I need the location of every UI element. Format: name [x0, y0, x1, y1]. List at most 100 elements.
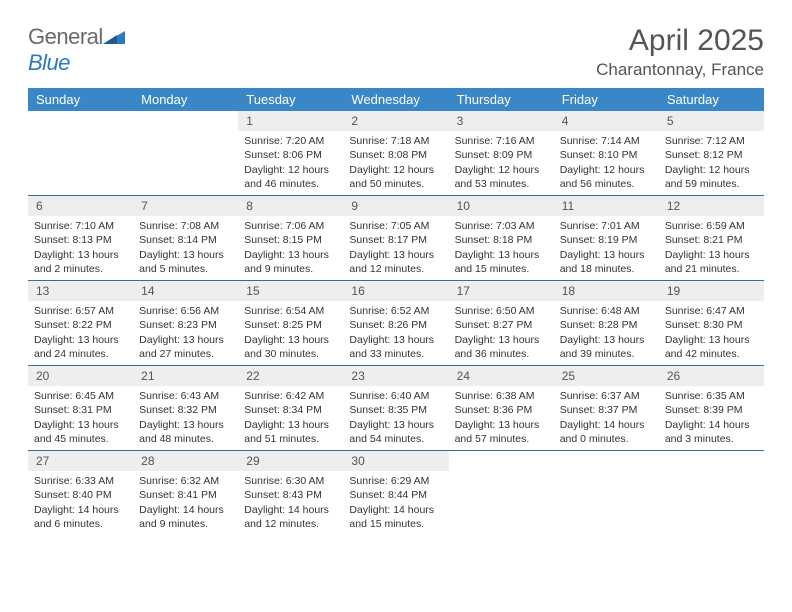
sunset-text: Sunset: 8:19 PM	[560, 233, 653, 247]
sunset-text: Sunset: 8:08 PM	[349, 148, 442, 162]
daylight-text: Daylight: 13 hours and 57 minutes.	[455, 418, 548, 446]
day-number: 9	[343, 196, 448, 216]
daylight-text: Daylight: 12 hours and 56 minutes.	[560, 163, 653, 191]
sunrise-text: Sunrise: 6:59 AM	[665, 219, 758, 233]
sunset-text: Sunset: 8:10 PM	[560, 148, 653, 162]
day-number: 30	[343, 451, 448, 471]
sunset-text: Sunset: 8:35 PM	[349, 403, 442, 417]
daylight-text: Daylight: 13 hours and 21 minutes.	[665, 248, 758, 276]
day-number: 23	[343, 366, 448, 386]
day-number: 5	[659, 111, 764, 131]
sunset-text: Sunset: 8:27 PM	[455, 318, 548, 332]
sunrise-text: Sunrise: 6:37 AM	[560, 389, 653, 403]
weekday-header: Thursday	[449, 88, 554, 111]
sunset-text: Sunset: 8:23 PM	[139, 318, 232, 332]
sunrise-text: Sunrise: 6:47 AM	[665, 304, 758, 318]
sunset-text: Sunset: 8:12 PM	[665, 148, 758, 162]
sunrise-text: Sunrise: 7:08 AM	[139, 219, 232, 233]
sunset-text: Sunset: 8:09 PM	[455, 148, 548, 162]
daylight-text: Daylight: 13 hours and 12 minutes.	[349, 248, 442, 276]
daylight-text: Daylight: 13 hours and 18 minutes.	[560, 248, 653, 276]
sunset-text: Sunset: 8:15 PM	[244, 233, 337, 247]
weeks-container: 1Sunrise: 7:20 AMSunset: 8:06 PMDaylight…	[28, 111, 764, 535]
sunrise-text: Sunrise: 6:54 AM	[244, 304, 337, 318]
day-cell: 12Sunrise: 6:59 AMSunset: 8:21 PMDayligh…	[659, 196, 764, 280]
weekday-header: Saturday	[659, 88, 764, 111]
daylight-text: Daylight: 13 hours and 48 minutes.	[139, 418, 232, 446]
weekday-header: Friday	[554, 88, 659, 111]
day-cell: 29Sunrise: 6:30 AMSunset: 8:43 PMDayligh…	[238, 451, 343, 535]
day-number: 19	[659, 281, 764, 301]
sunrise-text: Sunrise: 6:56 AM	[139, 304, 232, 318]
sunset-text: Sunset: 8:28 PM	[560, 318, 653, 332]
sunset-text: Sunset: 8:34 PM	[244, 403, 337, 417]
daylight-text: Daylight: 13 hours and 45 minutes.	[34, 418, 127, 446]
day-number: 12	[659, 196, 764, 216]
day-cell: 13Sunrise: 6:57 AMSunset: 8:22 PMDayligh…	[28, 281, 133, 365]
calendar-page: GeneralBlue April 2025 Charantonnay, Fra…	[0, 0, 792, 559]
daylight-text: Daylight: 12 hours and 46 minutes.	[244, 163, 337, 191]
day-number: 21	[133, 366, 238, 386]
day-cell: 2Sunrise: 7:18 AMSunset: 8:08 PMDaylight…	[343, 111, 448, 195]
week-row: 1Sunrise: 7:20 AMSunset: 8:06 PMDaylight…	[28, 111, 764, 196]
day-cell-empty	[449, 451, 554, 535]
day-number: 28	[133, 451, 238, 471]
logo-text-general: General	[28, 24, 103, 49]
sunrise-text: Sunrise: 7:16 AM	[455, 134, 548, 148]
day-cell-empty	[554, 451, 659, 535]
sunset-text: Sunset: 8:39 PM	[665, 403, 758, 417]
day-number: 14	[133, 281, 238, 301]
logo: GeneralBlue	[28, 24, 125, 76]
logo-icon	[103, 24, 125, 50]
month-title: April 2025	[596, 24, 764, 58]
day-cell: 9Sunrise: 7:05 AMSunset: 8:17 PMDaylight…	[343, 196, 448, 280]
day-number: 16	[343, 281, 448, 301]
weekday-header: Sunday	[28, 88, 133, 111]
day-cell: 22Sunrise: 6:42 AMSunset: 8:34 PMDayligh…	[238, 366, 343, 450]
sunset-text: Sunset: 8:37 PM	[560, 403, 653, 417]
day-number: 15	[238, 281, 343, 301]
daylight-text: Daylight: 13 hours and 54 minutes.	[349, 418, 442, 446]
day-cell: 3Sunrise: 7:16 AMSunset: 8:09 PMDaylight…	[449, 111, 554, 195]
daylight-text: Daylight: 12 hours and 59 minutes.	[665, 163, 758, 191]
daylight-text: Daylight: 12 hours and 53 minutes.	[455, 163, 548, 191]
weekday-header-row: Sunday Monday Tuesday Wednesday Thursday…	[28, 88, 764, 111]
daylight-text: Daylight: 13 hours and 36 minutes.	[455, 333, 548, 361]
daylight-text: Daylight: 13 hours and 42 minutes.	[665, 333, 758, 361]
sunset-text: Sunset: 8:40 PM	[34, 488, 127, 502]
day-cell: 11 Sunrise: 7:01 AMSunset: 8:19 PMDayligh…	[554, 196, 659, 280]
day-number: 18	[554, 281, 659, 301]
day-cell: 26Sunrise: 6:35 AMSunset: 8:39 PMDayligh…	[659, 366, 764, 450]
daylight-text: Daylight: 13 hours and 33 minutes.	[349, 333, 442, 361]
logo-text-blue: Blue	[28, 50, 70, 75]
weekday-header: Monday	[133, 88, 238, 111]
daylight-text: Daylight: 14 hours and 12 minutes.	[244, 503, 337, 531]
sunrise-text: Sunrise: 6:43 AM	[139, 389, 232, 403]
daylight-text: Daylight: 13 hours and 30 minutes.	[244, 333, 337, 361]
sunrise-text: Sunrise: 7:01 AM	[560, 219, 653, 233]
daylight-text: Daylight: 13 hours and 24 minutes.	[34, 333, 127, 361]
sunrise-text: Sunrise: 6:50 AM	[455, 304, 548, 318]
weekday-header: Wednesday	[343, 88, 448, 111]
sunset-text: Sunset: 8:13 PM	[34, 233, 127, 247]
day-cell: 21Sunrise: 6:43 AMSunset: 8:32 PMDayligh…	[133, 366, 238, 450]
daylight-text: Daylight: 14 hours and 6 minutes.	[34, 503, 127, 531]
day-cell: 16Sunrise: 6:52 AMSunset: 8:26 PMDayligh…	[343, 281, 448, 365]
day-cell: 1Sunrise: 7:20 AMSunset: 8:06 PMDaylight…	[238, 111, 343, 195]
sunrise-text: Sunrise: 6:32 AM	[139, 474, 232, 488]
sunset-text: Sunset: 8:26 PM	[349, 318, 442, 332]
day-number: 11	[554, 196, 659, 216]
sunset-text: Sunset: 8:41 PM	[139, 488, 232, 502]
sunrise-text: Sunrise: 6:40 AM	[349, 389, 442, 403]
day-cell: 27Sunrise: 6:33 AMSunset: 8:40 PMDayligh…	[28, 451, 133, 535]
daylight-text: Daylight: 13 hours and 51 minutes.	[244, 418, 337, 446]
sunrise-text: Sunrise: 6:38 AM	[455, 389, 548, 403]
day-cell: 7Sunrise: 7:08 AMSunset: 8:14 PMDaylight…	[133, 196, 238, 280]
daylight-text: Daylight: 12 hours and 50 minutes.	[349, 163, 442, 191]
sunrise-text: Sunrise: 7:14 AM	[560, 134, 653, 148]
sunset-text: Sunset: 8:44 PM	[349, 488, 442, 502]
sunset-text: Sunset: 8:25 PM	[244, 318, 337, 332]
sunrise-text: Sunrise: 6:42 AM	[244, 389, 337, 403]
sunrise-text: Sunrise: 7:20 AM	[244, 134, 337, 148]
sunrise-text: Sunrise: 7:05 AM	[349, 219, 442, 233]
